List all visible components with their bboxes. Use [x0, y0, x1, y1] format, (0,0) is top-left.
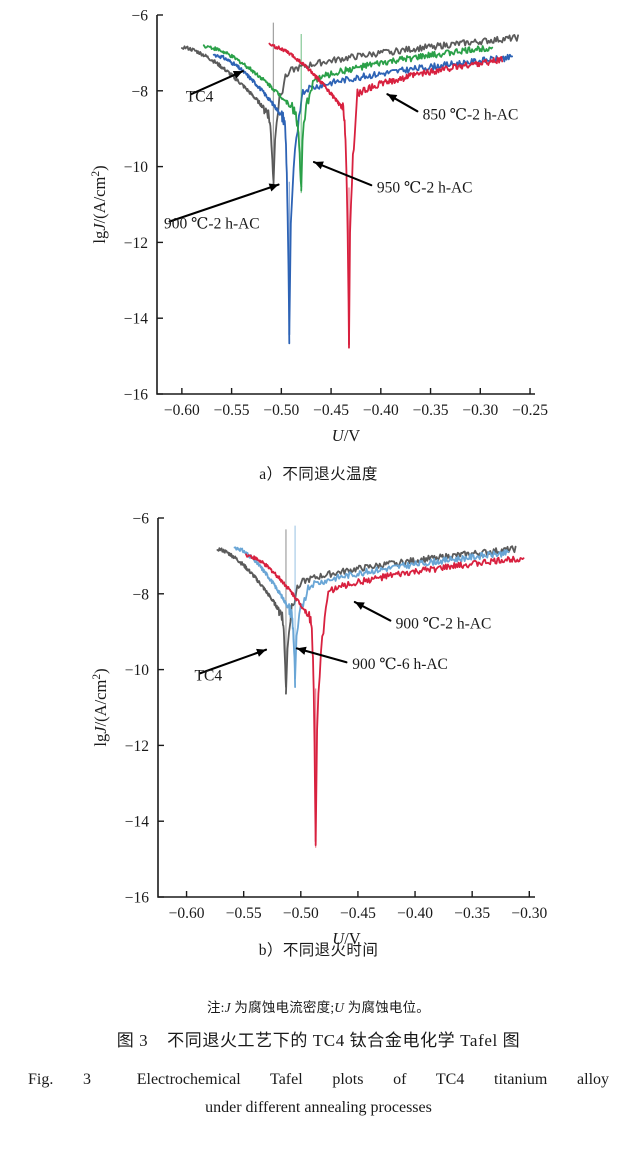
y-tick-label: −6	[132, 8, 149, 25]
tafel-chart-a: −6 −8 −10 −12 −14 −16 −0.60 −0.55 −0.50 −0.45 −0.4…	[90, 8, 548, 446]
caption-en-line2: under different annealing processes	[205, 1099, 432, 1116]
chart-axes	[156, 15, 535, 395]
subcaption-a: a）不同退火温度	[259, 466, 378, 483]
x-tick-label: −0.60	[164, 402, 200, 419]
x-tick-label: −0.30	[462, 402, 498, 419]
curve-series	[245, 553, 525, 848]
curve-annotation-label: 850 ℃-2 h-AC	[423, 106, 519, 123]
x-axis-title: U/V	[332, 929, 361, 948]
y-tick-label: −12	[124, 235, 148, 252]
curve-annotation-label: 900 ℃-2 h-AC	[396, 615, 492, 632]
chart-panel-a: −6 −8 −10 −12 −14 −16 −0.60 −0.55 −0.50 −0.45 −0.4…	[0, 0, 637, 505]
y-tick-label: −12	[125, 738, 149, 755]
y-tick-label: −6	[133, 511, 150, 528]
x-tick-label: −0.30	[511, 905, 547, 922]
x-tick-label: −0.25	[512, 402, 548, 419]
curve-annotation-label: 900 ℃-6 h-AC	[352, 656, 448, 673]
x-tick-label: −0.35	[454, 905, 490, 922]
y-tick-label: −14	[125, 814, 149, 831]
y-axis-title: lgJ/(A/cm2)	[90, 165, 109, 243]
y-tick-label: −16	[124, 387, 148, 404]
y-tick-label: −8	[133, 586, 150, 603]
curve-annotation-label: TC4	[195, 667, 223, 684]
x-tick-label: −0.50	[263, 402, 299, 419]
note-text-u: 为腐蚀电位。	[344, 1000, 431, 1015]
curve-annotation-label: 900 ℃-2 h-AC	[164, 215, 260, 232]
y-tick-label: −8	[132, 83, 149, 100]
curve-annotation-label: 950 ℃-2 h-AC	[377, 179, 473, 196]
caption-en-line1: Fig. 3 Electrochemical Tafel plots of TC…	[28, 1066, 609, 1094]
x-tick-label: −0.55	[214, 402, 250, 419]
chart-annotations: TC4 900 ℃-2 h-AC 900 ℃-6 h-AC	[195, 600, 492, 684]
y-tick-label: −14	[124, 311, 148, 328]
curve-annotation-label: TC4	[186, 88, 214, 105]
x-tick-label: −0.35	[413, 402, 449, 419]
chart-curves	[216, 525, 525, 848]
x-tick-label: −0.50	[283, 905, 319, 922]
x-tick-label: −0.45	[340, 905, 376, 922]
figure-note: 注:J 为腐蚀电流密度;U 为腐蚀电位。	[0, 996, 637, 1016]
caption-en-line1-text: Electrochemical Tafel plots of TC4 titan…	[136, 1071, 610, 1088]
figure-number-cn: 图 3	[116, 1031, 149, 1050]
y-tick-label: −10	[124, 159, 148, 176]
x-tick-label: −0.60	[169, 905, 205, 922]
tafel-chart-b: −6 −8 −10 −12 −14 −16 −0.60 −0.55 −0.50 −0.45 −0.4…	[91, 511, 548, 949]
chart-ticks: −6 −8 −10 −12 −14 −16 −0.60 −0.55 −0.50 −0.45 −0.4…	[125, 511, 548, 923]
x-axis-title: U/V	[332, 426, 361, 445]
figure-caption-chinese: 图 3 不同退火工艺下的 TC4 钛合金电化学 Tafel 图	[0, 1026, 637, 1051]
curve-series	[268, 42, 504, 349]
chart-ticks: −6 −8 −10 −12 −14 −16 −0.60 −0.55 −0.50 −0.45 −0.4…	[124, 8, 548, 420]
curve-series	[212, 53, 514, 345]
figure-caption-english: Fig. 3 Electrochemical Tafel plots of TC…	[0, 1066, 637, 1122]
chart-curves	[180, 22, 519, 349]
chart-panel-b: −6 −8 −10 −12 −14 −16 −0.60 −0.55 −0.50 −0.45 −0.4…	[0, 500, 637, 990]
subcaption-b: b）不同退火时间	[258, 942, 379, 959]
figure-number-en: Fig. 3	[28, 1071, 92, 1088]
x-tick-label: −0.55	[226, 905, 262, 922]
caption-text-cn: 不同退火工艺下的 TC4 钛合金电化学 Tafel 图	[167, 1031, 521, 1050]
note-symbol-j: J	[224, 1000, 231, 1015]
note-text-j: 为腐蚀电流密度;	[230, 1000, 335, 1015]
curve-series	[202, 33, 494, 194]
note-symbol-u: U	[334, 1000, 345, 1015]
chart-annotations: TC4 900 ℃-2 h-AC 950 ℃-2 h-AC 850 ℃-2 h-AC	[164, 70, 519, 232]
y-axis-title: lgJ/(A/cm2)	[91, 668, 110, 746]
y-tick-label: −16	[125, 890, 149, 907]
x-tick-label: −0.40	[397, 905, 433, 922]
x-tick-label: −0.40	[363, 402, 399, 419]
note-prefix: 注:	[206, 1000, 225, 1015]
x-tick-label: −0.45	[313, 402, 349, 419]
y-tick-label: −10	[125, 662, 149, 679]
